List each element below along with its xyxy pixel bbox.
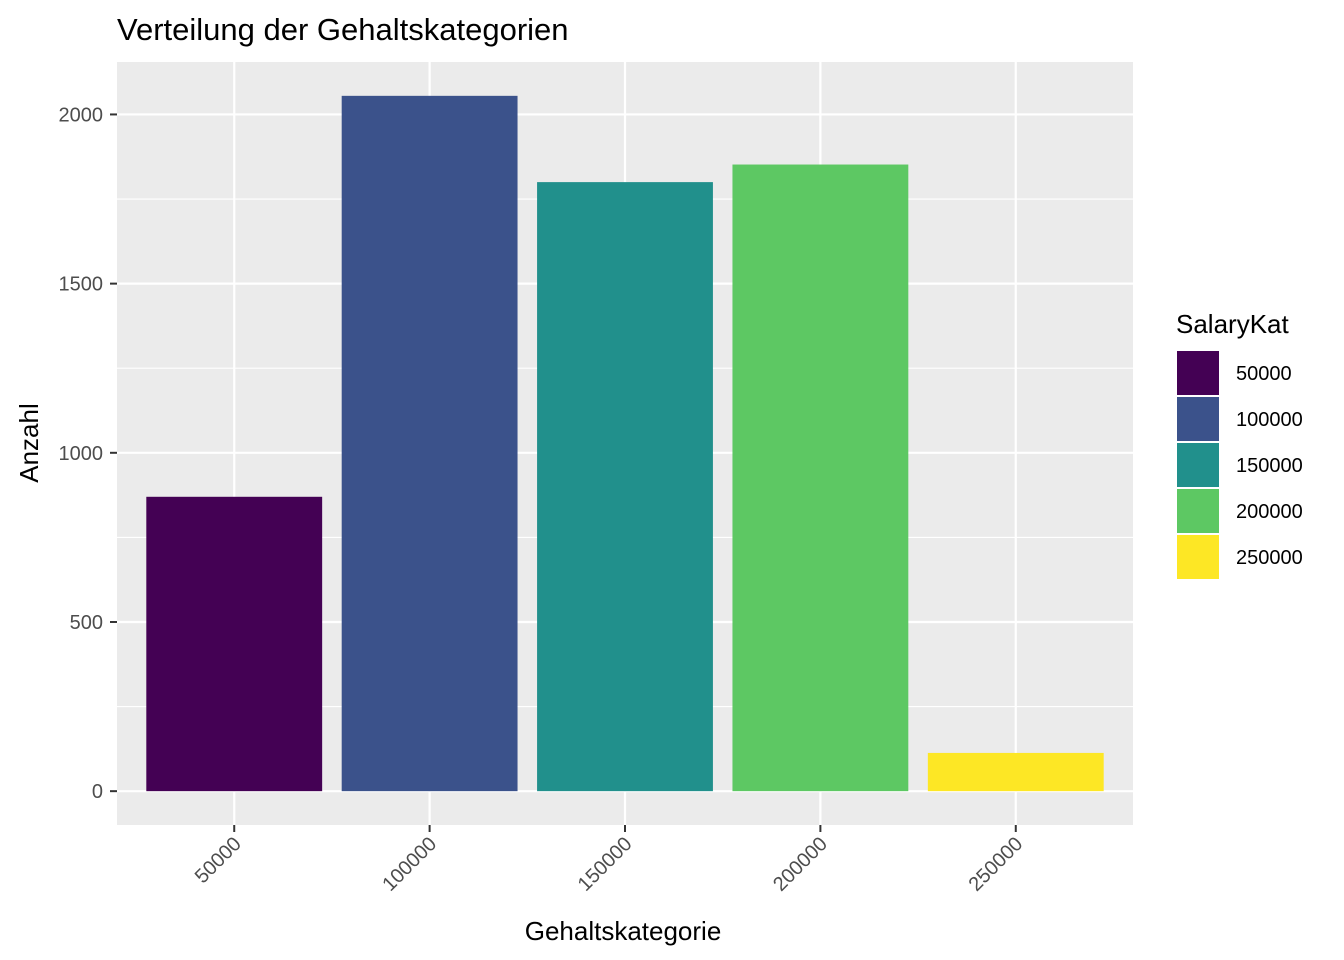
legend-label: 50000 bbox=[1236, 363, 1292, 385]
y-tick-label: 500 bbox=[70, 612, 103, 634]
x-tick-label: 200000 bbox=[769, 833, 832, 896]
x-tick-label: 250000 bbox=[965, 833, 1028, 896]
legend-key-200000 bbox=[1175, 487, 1221, 535]
x-tick-label: 100000 bbox=[378, 833, 441, 896]
x-tick-label: 50000 bbox=[191, 833, 246, 888]
x-axis: 50000 100000 150000 200000 250000 bbox=[191, 825, 1027, 896]
y-axis-title: Anzahl bbox=[14, 403, 44, 483]
legend-label: 200000 bbox=[1236, 501, 1303, 523]
legend-label: 150000 bbox=[1236, 455, 1303, 477]
y-tick-label: 1000 bbox=[59, 443, 104, 465]
x-tick-label: 150000 bbox=[574, 833, 637, 896]
bars bbox=[146, 95, 1104, 792]
legend-label: 250000 bbox=[1236, 547, 1303, 569]
y-tick-label: 2000 bbox=[59, 104, 104, 126]
bar-150000 bbox=[537, 182, 713, 792]
y-axis: 0 500 1000 1500 2000 bbox=[59, 104, 117, 803]
x-axis-title: Gehaltskategorie bbox=[525, 916, 722, 946]
legend-key-100000 bbox=[1175, 395, 1221, 443]
legend: SalaryKat 50000 100000 150000 200000 250000 bbox=[1175, 309, 1303, 581]
legend-key-50000 bbox=[1175, 349, 1221, 397]
legend-label: 100000 bbox=[1236, 409, 1303, 431]
y-tick-label: 1500 bbox=[59, 274, 104, 296]
bar-250000 bbox=[927, 752, 1104, 792]
bar-50000 bbox=[146, 496, 323, 792]
legend-key-250000 bbox=[1175, 533, 1221, 581]
legend-title: SalaryKat bbox=[1176, 309, 1289, 339]
legend-key-150000 bbox=[1175, 441, 1221, 489]
bar-100000 bbox=[341, 95, 518, 792]
y-tick-label: 0 bbox=[92, 781, 103, 803]
chart-title: Verteilung der Gehaltskategorien bbox=[117, 12, 569, 47]
bar-200000 bbox=[732, 164, 909, 792]
